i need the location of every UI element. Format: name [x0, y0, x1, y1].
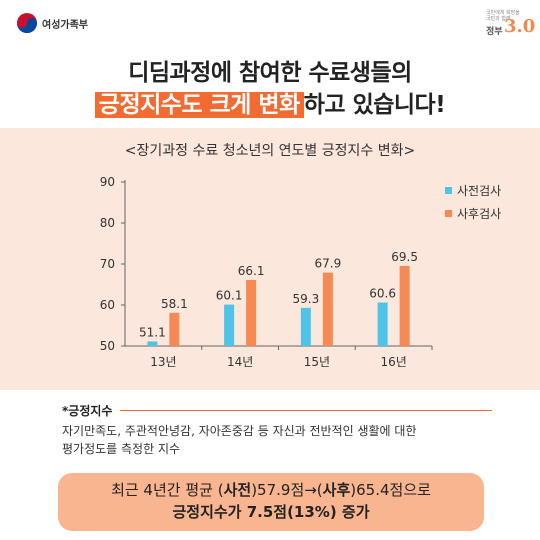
summary-text-c: )57.9점→( — [251, 481, 323, 499]
data-label: 51.1 — [139, 325, 166, 339]
bar-pre — [224, 304, 235, 346]
bar-chart: 90 80 70 60 50 51.1 58.1 13년 60.1 66.1 14년 59.3 67.9… — [100, 175, 433, 369]
data-label: 60.6 — [369, 287, 396, 301]
bar-pre — [377, 302, 388, 346]
summary-line-2: 긍정지수가 7.5점(13%) 증가 — [172, 503, 370, 521]
legend-swatch-post — [445, 210, 452, 217]
chart-legend: 사전검사 사후검사 — [445, 182, 501, 228]
summary-box: 최근 4년간 평균 (사전)57.9점→(사후)65.4점으로 긍정지수가 7.… — [58, 473, 484, 531]
x-tick-label: 16년 — [380, 355, 406, 369]
title-line-2-rest: 하고 있습니다! — [303, 92, 446, 118]
definition-note: *긍정지수 자기만족도, 주관적안녕감, 자아존중감 등 자신과 전반적인 생활… — [62, 402, 492, 458]
data-label: 67.9 — [315, 257, 342, 271]
gov3-version: 3.0 — [504, 16, 536, 37]
title-line-2: 긍정지수도 크게 변화 하고 있습니다! — [0, 90, 540, 120]
y-tick-label: 70 — [100, 257, 115, 271]
note-divider — [120, 410, 492, 411]
chart-title: <장기과정 수료 청소년의 연도별 긍정지수 변화> — [124, 143, 416, 159]
y-tick-label: 90 — [100, 175, 115, 189]
page-title: 디딤과정에 참여한 수료생들의 긍정지수도 크게 변화 하고 있습니다! — [0, 58, 540, 120]
gov3-logo: 국민에게 희망을 국민과 함께 정부 3.0 — [486, 10, 535, 40]
gov3-label: 정부 — [486, 27, 503, 37]
summary-text-a: 최근 4년간 평균 ( — [111, 481, 224, 499]
data-label: 69.5 — [391, 250, 418, 264]
gov3-slogan: 국민에게 희망을 국민과 함께 — [486, 10, 520, 22]
data-label: 59.3 — [293, 292, 320, 306]
y-tick-label: 60 — [100, 298, 115, 312]
legend-swatch-pre — [445, 187, 452, 194]
taegeuk-emblem-icon — [17, 13, 37, 33]
note-line-1: 자기만족도, 주관적안녕감, 자아존중감 등 자신과 전반적인 생활에 대한 — [62, 424, 417, 438]
note-body: 자기만족도, 주관적안녕감, 자아존중감 등 자신과 전반적인 생활에 대한 평… — [62, 422, 492, 458]
title-highlight: 긍정지수도 크게 변화 — [94, 92, 304, 118]
x-tick-label: 13년 — [150, 355, 176, 369]
bar-post — [169, 312, 180, 346]
data-label: 66.1 — [238, 264, 265, 278]
bar-pre — [300, 307, 311, 346]
bar-pre — [147, 341, 158, 346]
legend-label-pre: 사전검사 — [457, 184, 502, 198]
header: 여성가족부 국민에게 희망을 국민과 함께 정부 3.0 — [0, 0, 540, 50]
bar-post — [322, 272, 333, 346]
data-label: 58.1 — [161, 297, 188, 311]
summary-text-e: )65.4점으로 — [350, 481, 431, 499]
note-line-2: 평가정도를 측정한 지수 — [62, 442, 181, 456]
summary-text-pre: 사전 — [223, 481, 252, 499]
y-tick-label: 80 — [100, 216, 115, 230]
legend-item-post: 사후검사 — [445, 205, 501, 222]
summary-text-post: 사후 — [322, 481, 351, 499]
bar-post — [246, 279, 257, 346]
legend-label-post: 사후검사 — [457, 207, 502, 221]
data-label: 60.1 — [216, 289, 243, 303]
ministry-name: 여성가족부 — [42, 19, 88, 31]
note-heading: *긍정지수 — [62, 404, 113, 418]
title-line-1: 디딤과정에 참여한 수료생들의 — [128, 60, 412, 86]
ministry-logo[interactable]: 여성가족부 — [16, 12, 88, 34]
summary-line-1: 최근 4년간 평균 (사전)57.9점→(사후)65.4점으로 — [58, 479, 484, 501]
legend-item-pre: 사전검사 — [445, 182, 501, 199]
y-tick-label: 50 — [100, 339, 115, 353]
x-tick-label: 15년 — [304, 355, 330, 369]
bar-post — [399, 266, 410, 346]
x-tick-label: 14년 — [227, 355, 253, 369]
note-header: *긍정지수 — [62, 402, 492, 419]
